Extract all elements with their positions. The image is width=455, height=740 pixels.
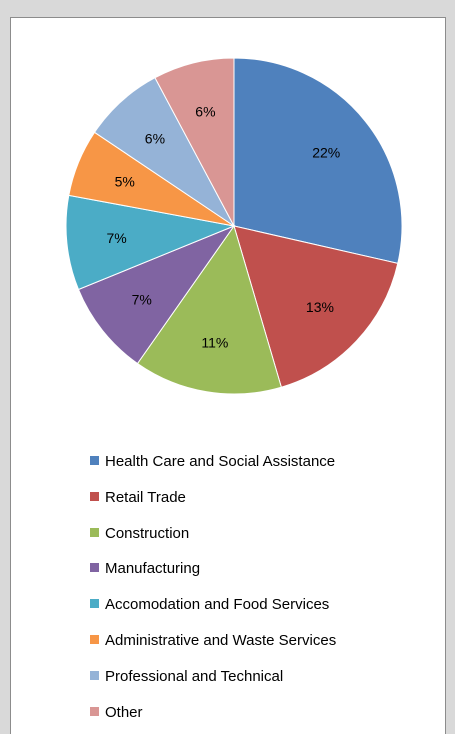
legend-item-construction: Construction [90,524,430,562]
legend-swatch [90,456,99,465]
legend-swatch [90,634,99,644]
pie-slice-construction [136,224,282,395]
legend-swatch [90,599,99,609]
legend-item-administrative-and-waste-services: Administrative and Waste Services [90,631,430,669]
legend-swatch [90,563,99,573]
legend: Health Care and Social Assistance Retail … [90,454,430,740]
data-label-health-care-and-social-assistance: 22% [312,144,340,160]
pie-slice-accomodation-and-food-services [65,194,236,291]
pie-slice-manufacturing [77,224,236,365]
data-label-construction: 11% [201,334,228,350]
legend-item-professional-and-technical: Professional and Technical [90,667,430,705]
pie-slice-other [154,57,235,227]
legend-item-accomodation-and-food-services: Accomodation and Food Services [90,597,430,633]
chart-area: 22% 13% 11% 7% 7% 5% 6% 6% Health Care and Soci… [10,17,446,734]
data-label-retail-trade: 13% [306,299,334,315]
data-label-other: 6% [195,104,215,120]
legend-label: Other [105,703,143,721]
data-label-manufacturing: 7% [132,292,152,308]
legend-swatch [90,706,99,716]
pie-slice-health-care-and-social-assistance [233,57,403,264]
legend-swatch [90,491,99,501]
legend-label: Administrative and Waste Services [105,631,337,649]
legend-item-manufacturing: Manufacturing [90,561,430,597]
legend-swatch [90,670,99,680]
legend-item-health-care-and-social-assistance: Health Care and Social Assistance [90,454,430,490]
legend-label: Manufacturing [105,560,201,578]
legend-label: Health Care and Social Assistance [105,453,336,470]
legend-item-other: Other [90,703,430,740]
legend-item-retail-trade: Retail Trade [90,488,430,526]
data-label-accomodation-and-food-services: 7% [106,230,126,246]
legend-label: Construction [105,524,190,542]
data-label-professional-and-technical: 6% [145,130,165,146]
data-label-administrative-and-waste-services: 5% [115,173,135,189]
pie-chart: 22% 13% 11% 7% 7% 5% 6% 6% [65,57,403,395]
legend-label: Professional and Technical [105,667,284,685]
legend-label: Accomodation and Food Services [105,596,330,614]
legend-swatch [90,527,99,537]
pie-slice-retail-trade [233,225,399,388]
legend-label: Retail Trade [105,488,186,506]
